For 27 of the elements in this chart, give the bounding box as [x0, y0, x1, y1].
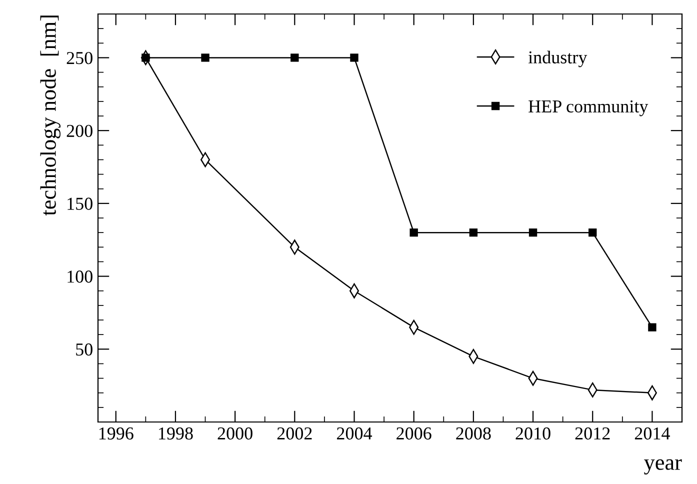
x-tick-label: 2004 [336, 427, 372, 440]
y-tick-label: 50 [76, 343, 92, 356]
legend-label: HEP community [528, 100, 648, 116]
legend-label: industry [528, 50, 588, 68]
point [648, 323, 656, 332]
point [588, 228, 597, 237]
x-tick-label: 2010 [516, 427, 550, 440]
y-tick-label: 100 [68, 270, 92, 283]
y-axis-title: technology node [nm] [40, 16, 60, 216]
point [469, 228, 478, 237]
x-tick-label: 2000 [218, 427, 252, 440]
point [290, 54, 299, 62]
x-tick-label: 2012 [575, 427, 610, 440]
x-tick-label: 2014 [634, 427, 670, 440]
x-tick-label: 2008 [456, 427, 491, 440]
y-tick-label: 200 [66, 124, 92, 138]
x-axis-title: year [644, 459, 682, 474]
point [410, 228, 418, 237]
x-tick-label: 2002 [277, 427, 312, 440]
x-tick-label: 1998 [159, 427, 193, 440]
x-tick-label: 1996 [99, 427, 134, 440]
x-tick-label: 2006 [396, 427, 432, 440]
y-tick-label: 150 [68, 198, 92, 210]
point [201, 54, 210, 62]
point [350, 54, 358, 62]
y-tick-label: 250 [66, 52, 92, 64]
point [528, 228, 538, 237]
